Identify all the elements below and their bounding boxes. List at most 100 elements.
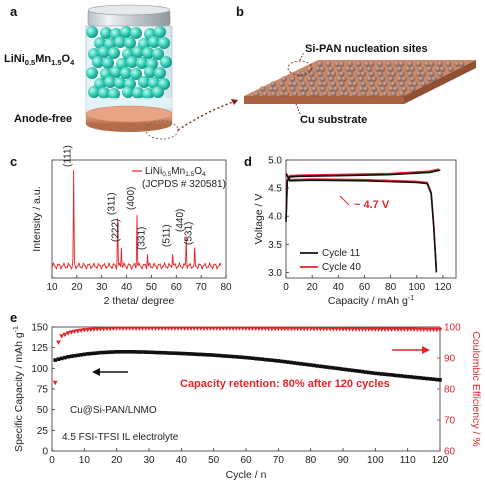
efficiency-point	[398, 327, 404, 332]
capacity-point	[270, 358, 274, 362]
capacity-point	[231, 354, 235, 359]
voltage-x-tick-label: 120	[435, 282, 452, 293]
nucleation-particle	[377, 81, 384, 87]
capacity-point	[224, 354, 229, 358]
nucleation-particle	[300, 81, 307, 87]
nucleation-particle	[409, 76, 416, 82]
capacity-point	[418, 376, 423, 380]
capacity-point	[266, 358, 271, 362]
cathode-particle	[152, 86, 164, 98]
capacity-point	[425, 376, 429, 381]
nucleation-particle	[409, 66, 416, 72]
efficiency-point	[185, 326, 191, 331]
nucleation-particle	[360, 91, 367, 97]
cu-substrate-label: Cu substrate	[300, 114, 367, 126]
nucleation-particle	[401, 76, 407, 82]
legend-label-cycle-40: Cycle 40	[322, 262, 361, 273]
voltage-y-tick-label: 3.0	[268, 268, 282, 279]
efficiency-point	[78, 328, 84, 333]
nucleation-particle	[306, 66, 313, 72]
cycling-x-tick-label: 30	[143, 455, 155, 466]
efficiency-point	[308, 326, 314, 332]
cathode-particle	[158, 37, 170, 49]
nucleation-particle	[313, 91, 320, 97]
voltage-y-tick-label: 4.0	[268, 212, 282, 223]
efficiency-point	[253, 326, 259, 331]
nucleation-particle	[362, 86, 369, 92]
capacity-point	[428, 377, 433, 381]
cycling-x-tick-label: 100	[367, 455, 384, 466]
cathode-particle	[114, 36, 126, 48]
capacity-point	[370, 371, 374, 375]
capacity-point	[392, 373, 397, 378]
capacity-point	[399, 374, 403, 378]
nucleation-particle	[339, 81, 345, 87]
capacity-point	[350, 368, 355, 373]
efficiency-point	[363, 327, 368, 332]
capacity-point	[202, 352, 206, 357]
efficiency-point	[324, 327, 330, 332]
panel-a: a LiNi0.5Mn1.5O4 Anode-free	[4, 4, 239, 140]
efficiency-point	[301, 326, 307, 332]
nucleation-particle	[338, 61, 345, 67]
cathode-particle	[130, 68, 142, 80]
nucleation-particle	[330, 71, 336, 77]
nucleation-particle	[311, 86, 317, 92]
efficiency-point	[98, 327, 103, 332]
nucleation-particle	[390, 71, 396, 77]
voltage-annotation: ~ 4.7 V	[354, 199, 390, 211]
nucleation-particle	[371, 86, 377, 92]
efficiency-point	[230, 326, 236, 331]
nucleation-particle	[377, 71, 383, 77]
efficiency-point	[240, 326, 246, 331]
capacity-point	[111, 350, 116, 354]
efficiency-point	[69, 330, 74, 335]
cathode-particle	[142, 47, 154, 59]
xrd-peak-label: (511)	[162, 224, 173, 247]
nucleation-particle	[309, 91, 315, 97]
nucleation-particle	[352, 91, 358, 97]
capacity-point	[338, 366, 342, 371]
cycling-x-tick-label: 60	[240, 455, 252, 466]
capacity-point	[131, 350, 135, 354]
xrd-peak-label: (331)	[137, 227, 148, 250]
si-pan-label: Si-PAN nucleation sites	[305, 43, 428, 55]
capacity-point	[234, 355, 239, 359]
nucleation-particle	[458, 61, 465, 67]
capacity-point	[331, 366, 336, 370]
capacity-point	[118, 350, 122, 354]
efficiency-point	[208, 326, 213, 331]
xrd-x-tick-label: 50	[146, 282, 158, 293]
nucleation-particle	[368, 71, 375, 77]
capacity-point	[144, 350, 148, 354]
cathode-particle	[108, 47, 120, 59]
efficiency-point	[233, 326, 239, 331]
capacity-point	[134, 350, 138, 354]
nucleation-particle	[388, 76, 394, 82]
efficiency-point	[169, 326, 174, 331]
nucleation-particle	[454, 61, 460, 67]
efficiency-point	[178, 326, 184, 331]
nucleation-particle	[317, 61, 323, 67]
cycling-left-tick-label: 100	[31, 364, 48, 375]
voltage-y-tick-label: 4.5	[268, 184, 282, 195]
capacity-point	[431, 377, 436, 381]
capacity-point	[195, 352, 200, 357]
efficiency-point	[107, 326, 113, 332]
efficiency-point	[337, 327, 343, 332]
voltage-y-tick-label: 5.0	[268, 156, 282, 167]
efficiency-point	[405, 327, 411, 332]
nucleation-particle	[390, 91, 397, 97]
efficiency-point	[431, 327, 436, 333]
voltage-x-tick-label: 100	[408, 282, 425, 293]
capacity-point	[82, 352, 87, 357]
efficiency-point	[288, 326, 294, 332]
legend-label-cycle-11: Cycle 11	[322, 248, 361, 259]
voltage-curves	[285, 168, 441, 273]
capacity-point	[124, 350, 129, 354]
nucleation-particle	[330, 91, 337, 97]
nucleation-particle	[352, 81, 358, 87]
capacity-point	[422, 376, 426, 381]
xrd-x-tick-label: 10	[46, 282, 58, 293]
